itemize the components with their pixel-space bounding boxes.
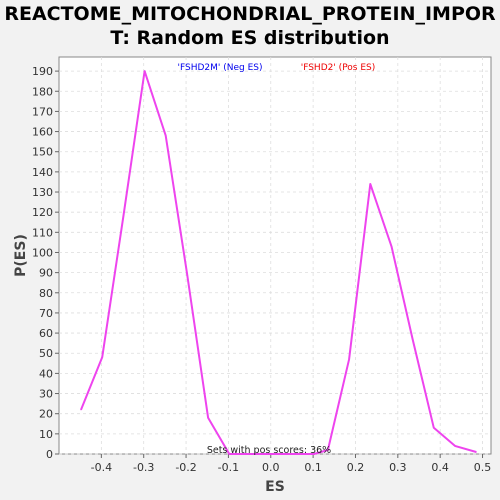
x-tick-label: 0.3 <box>389 461 407 474</box>
chart-title: REACTOME_MITOCHONDRIAL_PROTEIN_IMPOR T: … <box>0 2 500 50</box>
data-point <box>369 183 371 185</box>
y-tick-label: 20 <box>39 408 53 421</box>
y-tick-label: 10 <box>39 428 53 441</box>
x-tick-label: -0.1 <box>218 461 239 474</box>
data-point <box>313 453 315 455</box>
y-tick-label: 190 <box>32 65 53 78</box>
data-point <box>454 445 456 447</box>
plot-area <box>58 56 492 455</box>
data-point <box>101 356 103 358</box>
pos-scores-annotation: Sets with pos scores: 36% <box>207 445 331 456</box>
data-point <box>475 451 477 453</box>
x-tick-label: -0.4 <box>91 461 112 474</box>
axes: 0 10 20 30 40 50 60 70 80 90 100 110 120 130 140 150 160… <box>32 65 491 474</box>
y-tick-label: 70 <box>39 307 53 320</box>
series-layer <box>80 70 477 455</box>
y-tick-label: 80 <box>39 287 53 300</box>
data-point <box>433 427 435 429</box>
data-point <box>271 453 273 455</box>
y-tick-label: 90 <box>39 267 53 280</box>
y-tick-label: 170 <box>32 105 53 118</box>
x-tick-label: 0.4 <box>431 461 449 474</box>
data-point <box>144 70 146 72</box>
x-axis-label: ES <box>265 479 285 495</box>
data-point <box>348 358 350 360</box>
data-point <box>390 245 393 247</box>
x-tick-label: 0.2 <box>347 461 365 474</box>
x-tick-label: -0.3 <box>133 461 154 474</box>
y-tick-label: 100 <box>32 246 53 259</box>
y-tick-label: 110 <box>32 226 53 239</box>
y-tick-label: 160 <box>32 126 53 139</box>
data-point <box>292 453 294 455</box>
x-tick-label: 0.0 <box>262 461 280 474</box>
y-tick-label: 130 <box>32 186 53 199</box>
x-tick-label: -0.2 <box>175 461 196 474</box>
legend-entry-pos: 'FSHD2' (Pos ES) <box>301 63 376 73</box>
data-point <box>186 272 188 274</box>
data-point <box>327 449 329 451</box>
y-tick-label: 0 <box>46 448 53 461</box>
data-point <box>122 215 124 217</box>
y-tick-label: 120 <box>32 206 53 219</box>
y-axis-label: P(ES) <box>13 234 29 277</box>
y-tick-label: 180 <box>32 85 53 98</box>
data-point <box>165 135 167 137</box>
y-tick-label: 30 <box>39 388 53 401</box>
y-tick-label: 140 <box>32 166 53 179</box>
chart-title-line-2: T: Random ES distribution <box>110 27 390 49</box>
y-tick-label: 60 <box>39 327 53 340</box>
grid-lines <box>59 57 491 455</box>
data-point <box>412 338 414 340</box>
x-tick-label: 0.1 <box>304 461 322 474</box>
series-line <box>80 70 477 455</box>
data-point <box>228 453 230 455</box>
y-tick-label: 50 <box>39 347 53 360</box>
data-point <box>207 417 209 419</box>
data-point <box>80 409 82 411</box>
legend-entry-neg: 'FSHD2M' (Neg ES) <box>178 63 263 73</box>
y-tick-label: 150 <box>32 146 53 159</box>
chart-title-line-1: REACTOME_MITOCHONDRIAL_PROTEIN_IMPOR <box>4 3 496 25</box>
x-tick-label: 0.5 <box>474 461 492 474</box>
data-point <box>249 453 251 455</box>
y-tick-label: 40 <box>39 367 53 380</box>
